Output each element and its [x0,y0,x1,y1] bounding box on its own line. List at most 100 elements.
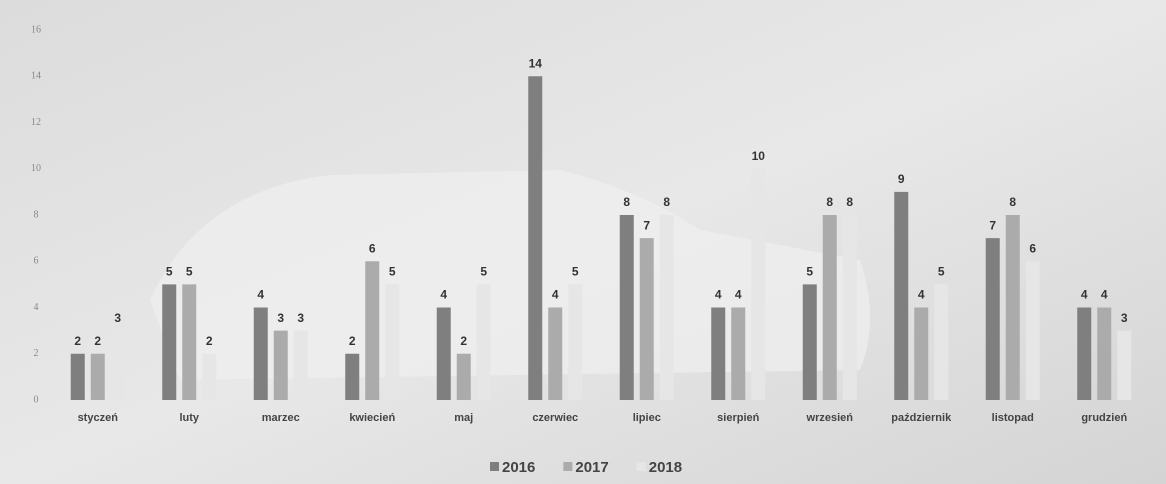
bar [274,331,288,400]
bar [71,354,85,400]
value-label: 4 [918,288,925,302]
x-tick-label: grudzień [1081,412,1127,424]
value-label: 5 [480,265,487,279]
y-tick-label: 2 [34,348,39,359]
bar [640,238,654,400]
bar [660,215,674,400]
legend-label: 2017 [575,459,608,476]
value-label: 7 [643,218,650,232]
value-label: 8 [1009,195,1016,209]
x-tick-label: styczeń [78,412,119,424]
bar [1006,215,1020,400]
bar [823,215,837,400]
bar [986,238,1000,400]
x-tick-label: czerwiec [532,412,578,424]
value-label: 5 [806,265,813,279]
bar [162,284,176,400]
bar [528,76,542,400]
value-label: 2 [349,334,356,348]
bar [914,308,928,401]
y-tick-label: 8 [34,209,39,220]
value-label: 3 [114,311,121,325]
value-label: 3 [297,311,304,325]
x-tick-label: kwiecień [349,412,395,424]
value-label: 14 [529,56,543,70]
bar [843,215,857,400]
value-label: 7 [989,218,996,232]
bar [731,308,745,401]
legend-label: 2016 [502,459,535,476]
bar [111,331,125,400]
x-tick-label: sierpień [717,412,759,424]
value-label: 8 [826,195,833,209]
legend-label: 2018 [649,459,682,476]
value-label: 4 [552,288,559,302]
bar [182,284,196,400]
value-label: 3 [277,311,284,325]
value-label: 6 [369,241,376,255]
bar [751,169,765,400]
value-label: 8 [623,195,630,209]
value-label: 4 [440,288,447,302]
value-label: 8 [663,195,670,209]
value-label: 4 [1101,288,1108,302]
value-label: 9 [898,172,905,186]
bar [457,354,471,400]
x-tick-label: październik [891,412,952,424]
y-tick-label: 14 [31,71,41,82]
bar [254,308,268,401]
x-tick-label: wrzesień [806,412,854,424]
bar [294,331,308,400]
value-label: 6 [1029,241,1036,255]
x-tick-label: lipiec [633,412,661,424]
bar [620,215,634,400]
bar [894,192,908,400]
y-tick-label: 10 [31,163,41,174]
value-label: 4 [1081,288,1088,302]
value-label: 10 [752,149,766,163]
bar [202,354,216,400]
bar [934,284,948,400]
bar [568,284,582,400]
value-label: 5 [186,265,193,279]
y-tick-label: 6 [34,256,39,267]
value-label: 4 [257,288,264,302]
x-tick-label: listopad [992,412,1034,424]
bar [1026,261,1040,400]
legend-swatch [490,462,499,471]
value-label: 4 [735,288,742,302]
bar [1077,308,1091,401]
value-label: 2 [74,334,81,348]
value-label: 5 [938,265,945,279]
x-tick-label: maj [454,412,473,424]
bar [437,308,451,401]
y-tick-label: 0 [34,394,39,405]
bar [548,308,562,401]
y-tick-label: 4 [34,302,39,313]
value-label: 8 [846,195,853,209]
bar [803,284,817,400]
bar [711,308,725,401]
y-tick-label: 16 [31,24,41,35]
value-label: 3 [1121,311,1128,325]
x-tick-label: luty [179,412,199,424]
bar [1117,331,1131,400]
y-tick-label: 12 [31,117,41,128]
value-label: 2 [94,334,101,348]
bar [477,284,491,400]
legend-swatch [563,462,572,471]
value-label: 2 [206,334,213,348]
bar [385,284,399,400]
bar [345,354,359,400]
bar [91,354,105,400]
value-label: 2 [460,334,467,348]
legend-swatch [637,462,646,471]
value-label: 5 [389,265,396,279]
value-label: 5 [166,265,173,279]
value-label: 5 [572,265,579,279]
bar [1097,308,1111,401]
chart: 0246810121416styczeń223luty552marzec433k… [0,0,1166,484]
x-tick-label: marzec [262,412,300,424]
bar [365,261,379,400]
value-label: 4 [715,288,722,302]
